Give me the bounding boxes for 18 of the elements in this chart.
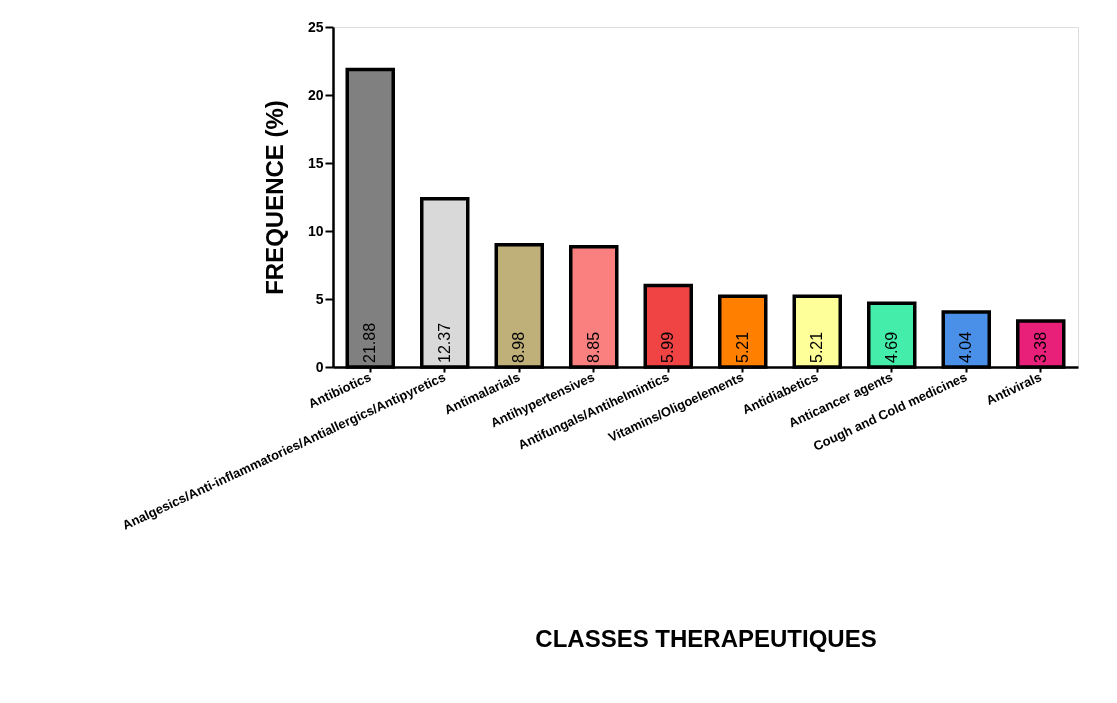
data-label: 21.88 [361,322,379,363]
data-label: 8.98 [510,331,528,363]
data-label: 5.21 [808,331,826,363]
data-label: 3.38 [1031,331,1049,363]
data-label: 12.37 [435,322,453,363]
data-label: 5.99 [659,331,677,363]
data-label: 4.04 [957,331,975,363]
x-axis-title: CLASSES THERAPEUTIQUES [535,624,877,652]
data-label: 4.69 [882,331,900,363]
y-axis-title: FREQUENCE (%) [260,100,288,295]
data-label: 8.85 [584,331,602,363]
y-tick-label: 10 [307,222,324,239]
y-tick-label: 25 [307,18,324,35]
data-label: 5.21 [733,331,751,363]
y-tick-label: 15 [307,154,324,171]
y-tick-label: 0 [315,358,324,375]
y-tick-label: 5 [315,290,324,307]
y-tick-label: 20 [307,86,324,103]
